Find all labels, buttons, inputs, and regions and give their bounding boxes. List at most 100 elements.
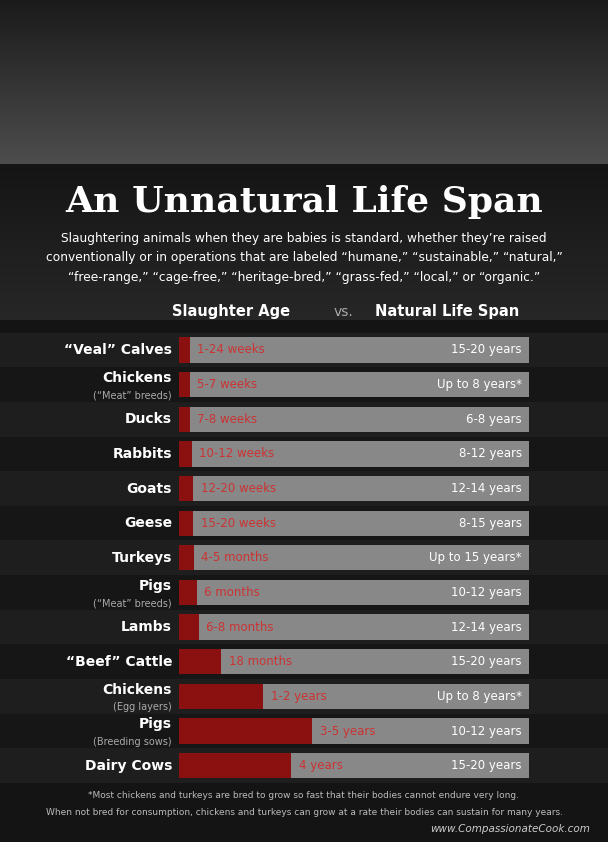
Text: 12-20 weeks: 12-20 weeks [201,482,276,495]
Text: When not bred for consumption, chickens and turkeys can grow at a rate their bod: When not bred for consumption, chickens … [46,808,562,817]
Bar [0,610,608,644]
Text: 1-24 weeks: 1-24 weeks [197,344,265,356]
Bar [0,333,608,367]
Bar [0,53,608,56]
Bar [0,207,608,211]
Text: Goats: Goats [126,482,172,496]
Bar [179,407,529,432]
Text: Up to 8 years*: Up to 8 years* [437,690,522,703]
Bar [0,115,608,117]
Bar [0,130,608,131]
Bar [179,510,529,536]
Bar [179,476,193,501]
Bar [0,215,608,219]
Bar [0,541,608,575]
Text: Chickens: Chickens [103,370,172,385]
Bar [0,83,608,84]
Bar [0,281,608,285]
Bar [0,90,608,93]
Text: *Most chickens and turkeys are bred to grow so fast that their bodies cannot end: *Most chickens and turkeys are bred to g… [89,791,519,800]
Bar [0,250,608,253]
Bar [179,372,190,397]
Bar [0,67,608,70]
Bar [0,203,608,207]
Bar [0,133,608,136]
Bar [0,148,608,150]
Bar [179,476,529,501]
Bar [0,222,608,226]
Text: 15-20 weeks: 15-20 weeks [201,517,275,530]
Bar [0,575,608,610]
Bar [0,86,608,88]
Bar [0,200,608,203]
Bar [0,6,608,8]
Bar [0,367,608,402]
Bar [0,644,608,679]
Bar [0,29,608,31]
Text: 4 years: 4 years [299,759,342,772]
Text: 8-15 years: 8-15 years [458,517,522,530]
Text: Pigs: Pigs [139,717,172,732]
Bar [0,23,608,24]
Bar [0,402,608,436]
Bar [0,289,608,293]
Bar [0,168,608,172]
Bar [0,66,608,67]
Bar [0,107,608,109]
Bar [179,441,529,466]
Text: Pigs: Pigs [139,578,172,593]
Bar [0,121,608,123]
Bar [0,242,608,246]
Bar [179,338,190,363]
Bar [0,140,608,141]
Bar [0,57,608,60]
Text: 10-12 weeks: 10-12 weeks [199,447,274,461]
Bar [0,13,608,14]
Bar [0,35,608,37]
Bar [0,93,608,94]
Bar [0,51,608,53]
Bar [0,37,608,39]
Bar [0,41,608,43]
Text: 4-5 months: 4-5 months [201,552,269,564]
Bar [0,61,608,64]
Bar [179,684,529,709]
Bar [179,615,529,640]
Text: Natural Life Span: Natural Life Span [375,304,519,319]
Text: (Egg layers): (Egg layers) [113,702,172,712]
Text: Lambs: Lambs [121,620,172,634]
Bar [0,14,608,17]
Bar [0,158,608,160]
Bar [0,56,608,57]
Bar [0,0,608,2]
Bar [0,265,608,269]
Text: Dairy Cows: Dairy Cows [85,759,172,773]
Bar [0,316,608,320]
Text: 3-5 years: 3-5 years [319,725,375,738]
Text: 15-20 years: 15-20 years [451,759,522,772]
Text: Chickens: Chickens [103,683,172,696]
Bar [0,2,608,4]
Text: Slaughter Age: Slaughter Age [172,304,290,319]
Bar [0,301,608,305]
Text: Ducks: Ducks [125,413,172,426]
Bar [0,97,608,99]
Bar [0,64,608,66]
Bar [0,436,608,472]
Bar [0,17,608,19]
Text: Geese: Geese [124,516,172,530]
Bar [0,33,608,35]
Bar [0,117,608,119]
Bar [0,274,608,277]
Bar [0,219,608,222]
Bar [0,49,608,51]
Text: 5-7 weeks: 5-7 weeks [197,378,257,391]
Bar [0,312,608,316]
Bar [0,47,608,49]
Bar [0,19,608,20]
Bar [0,31,608,33]
Bar [179,753,529,778]
Bar [0,180,608,184]
Text: 15-20 years: 15-20 years [451,655,522,669]
Bar [0,43,608,45]
